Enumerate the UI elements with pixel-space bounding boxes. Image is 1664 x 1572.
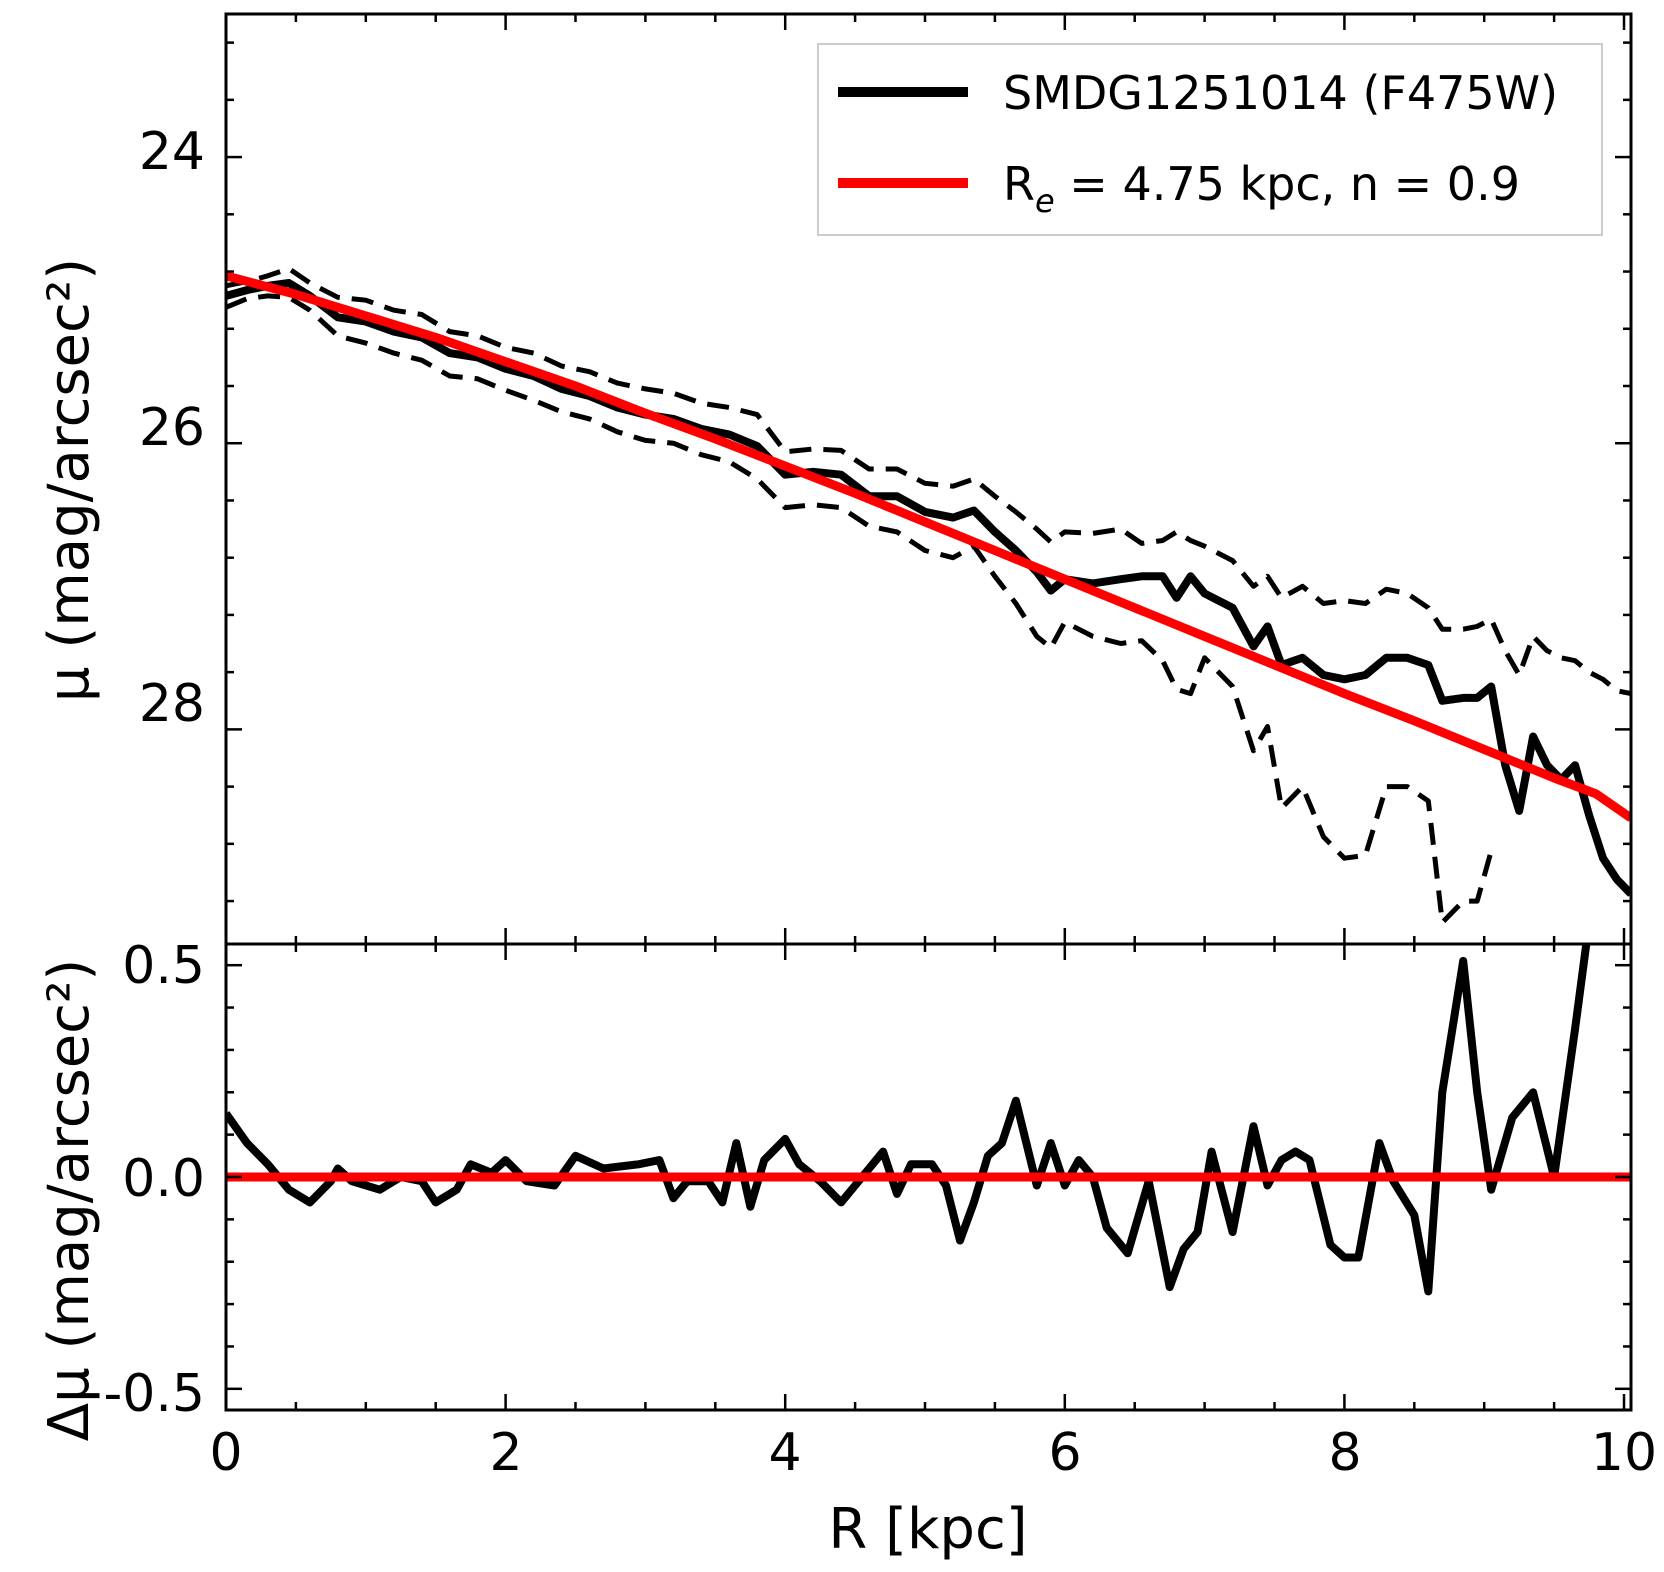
top-plot-area — [226, 266, 1631, 925]
xtick-label: 6 — [1048, 1423, 1081, 1483]
legend-fit-r: R — [1003, 157, 1035, 211]
top-y-tick-labels: 24 26 28 — [139, 122, 205, 734]
legend-box — [817, 43, 1603, 236]
xtick-label: 2 — [489, 1423, 522, 1483]
legend: SMDG1251014 (F475W) Re = 4.75 kpc, n = 0… — [817, 43, 1603, 236]
bottom-series-residual — [226, 944, 1591, 1296]
legend-fit-subscript: e — [1035, 182, 1055, 220]
top-series-smdg1251014-f475w — [226, 279, 1631, 897]
top-panel: 24 26 28 μ (mag/arcsec²) SMDG1251014 (F4… — [37, 12, 1633, 946]
bottom-panel: 0.5 0.0 -0.5 0 2 4 6 8 10 Δμ (mag/arcsec… — [37, 936, 1657, 1562]
top-series-lower-bound — [226, 293, 1494, 925]
legend-label-data: SMDG1251014 (F475W) — [1003, 66, 1558, 120]
legend-fit-params: = 4.75 kpc, n = 0.9 — [1055, 157, 1520, 211]
x-axis-label: R [kpc] — [828, 1497, 1027, 1562]
top-y-axis-label: μ (mag/arcsec²) — [37, 258, 102, 702]
bottom-y-tick-labels: 0.5 0.0 -0.5 — [104, 936, 205, 1424]
xtick-label: 8 — [1328, 1423, 1361, 1483]
bottom-ytick-label: -0.5 — [104, 1364, 205, 1424]
bottom-y-axis-label: Δμ (mag/arcsec²) — [37, 959, 102, 1441]
x-tick-labels: 0 2 4 6 8 10 — [209, 1423, 1657, 1483]
xtick-label: 0 — [209, 1423, 242, 1483]
top-series-upper-bound — [226, 266, 1631, 697]
bottom-ytick-label: 0.0 — [122, 1149, 205, 1209]
legend-label-fit: Re = 4.75 kpc, n = 0.9 — [1003, 157, 1520, 220]
top-ytick-label: 24 — [139, 122, 205, 182]
bottom-axes-frame — [224, 942, 1633, 1412]
top-series-s-rsic-fit-re-4-75-kpc-n-0-9 — [226, 271, 1631, 822]
bottom-ytick-label: 0.5 — [122, 936, 205, 996]
bottom-plot-area — [226, 944, 1631, 1296]
top-ytick-label: 28 — [139, 674, 205, 734]
xtick-label: 10 — [1591, 1423, 1657, 1483]
top-ytick-label: 26 — [139, 398, 205, 458]
xtick-label: 4 — [768, 1423, 801, 1483]
